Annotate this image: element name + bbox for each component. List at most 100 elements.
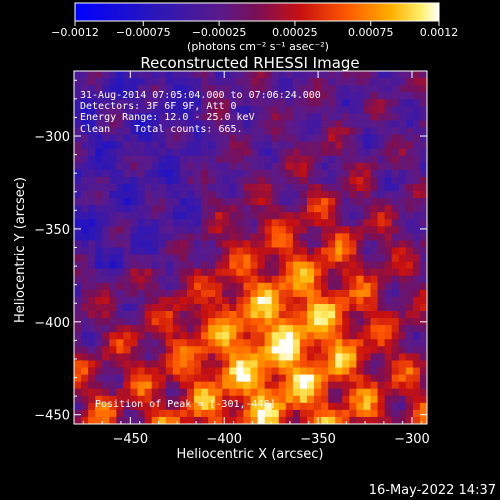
- heatmap-cell: [165, 311, 174, 319]
- heatmap-cell: [328, 282, 336, 291]
- heatmap-cell: [229, 325, 237, 333]
- heatmap-cell: [95, 402, 103, 411]
- heatmap-cell: [398, 183, 407, 192]
- heatmap-cell: [158, 78, 167, 86]
- heatmap-cell: [194, 282, 202, 291]
- heatmap-cell: [236, 275, 245, 284]
- heatmap-cell: [194, 120, 202, 129]
- heatmap-cell: [158, 191, 167, 199]
- heatmap-cell: [116, 148, 125, 157]
- heatmap-cell: [81, 233, 89, 242]
- heatmap-cell: [314, 282, 322, 291]
- heatmap-cell: [102, 367, 110, 376]
- heatmap-cell: [109, 169, 117, 178]
- heatmap-cell: [81, 388, 89, 397]
- heatmap-cell: [229, 395, 237, 404]
- heatmap-cell: [271, 353, 280, 362]
- heatmap-cell: [377, 416, 386, 424]
- heatmap-cell: [165, 303, 174, 312]
- heatmap-cell: [151, 198, 160, 206]
- heatmap-cell: [165, 162, 174, 171]
- heatmap-cell: [306, 219, 315, 227]
- heatmap-cell: [109, 240, 117, 249]
- heatmap-cell: [165, 169, 174, 178]
- heatmap-cell: [264, 303, 273, 312]
- heatmap-cell: [391, 254, 400, 263]
- heatmap-cell: [201, 120, 209, 129]
- heatmap-cell: [123, 247, 132, 256]
- heatmap-cell: [391, 134, 400, 143]
- heatmap-cell: [342, 212, 350, 220]
- heatmap-cell: [412, 339, 421, 347]
- heatmap-cell: [158, 113, 167, 122]
- heatmap-cell: [335, 268, 343, 277]
- heatmap-cell: [172, 395, 181, 404]
- heatmap-cell: [74, 339, 82, 347]
- heatmap-cell: [377, 113, 386, 122]
- heatmap-cell: [250, 409, 259, 418]
- heatmap-cell: [419, 346, 427, 354]
- heatmap-cell: [335, 282, 343, 291]
- heatmap-cell: [250, 113, 259, 122]
- heatmap-cell: [264, 346, 273, 354]
- heatmap-cell: [328, 289, 336, 298]
- heatmap-cell: [384, 148, 393, 157]
- heatmap-cell: [109, 268, 117, 277]
- heatmap-cell: [179, 148, 188, 157]
- heatmap-cell: [342, 367, 350, 376]
- heatmap-cell: [229, 85, 237, 93]
- heatmap-cell: [243, 254, 252, 263]
- heatmap-cell: [299, 367, 308, 376]
- heatmap-cell: [292, 311, 301, 319]
- heatmap-cell: [116, 353, 125, 362]
- heatmap-cell: [95, 71, 103, 79]
- heatmap-cell: [151, 289, 160, 298]
- heatmap-cell: [95, 226, 103, 234]
- heatmap-cell: [172, 261, 181, 270]
- heatmap-cell: [384, 416, 393, 424]
- heatmap-cell: [215, 247, 223, 256]
- heatmap-cell: [130, 155, 139, 164]
- heatmap-cell: [186, 106, 195, 114]
- heatmap-cell: [264, 409, 273, 418]
- heatmap-cell: [306, 318, 315, 326]
- heatmap-cell: [264, 388, 273, 397]
- heatmap-cell: [349, 155, 357, 164]
- heatmap-cell: [405, 85, 414, 93]
- heatmap-cell: [328, 92, 336, 100]
- heatmap-cell: [179, 409, 188, 418]
- heatmap-cell: [405, 162, 414, 171]
- heatmap-cell: [215, 226, 223, 234]
- heatmap-cell: [222, 303, 230, 312]
- heatmap-cell: [328, 141, 336, 150]
- heatmap-cell: [405, 374, 414, 383]
- heatmap-cell: [179, 191, 188, 199]
- heatmap-cell: [285, 296, 294, 305]
- heatmap-cell: [412, 99, 421, 107]
- heatmap-cell: [349, 71, 357, 79]
- heatmap-cell: [321, 409, 329, 418]
- heatmap-cell: [356, 176, 365, 185]
- heatmap-cell: [229, 233, 237, 242]
- heatmap-cell: [137, 261, 146, 270]
- heatmap-cell: [328, 183, 336, 192]
- heatmap-cell: [377, 120, 386, 129]
- heatmap-cell: [194, 339, 202, 347]
- heatmap-cell: [335, 409, 343, 418]
- heatmap-cell: [363, 303, 372, 312]
- heatmap-cell: [292, 254, 301, 263]
- heatmap-cell: [151, 120, 160, 129]
- heatmap-cell: [81, 78, 89, 86]
- heatmap-cell: [306, 183, 315, 192]
- heatmap-cell: [278, 332, 287, 340]
- heatmap-cell: [116, 303, 125, 312]
- heatmap-cell: [186, 162, 195, 171]
- heatmap-cell: [102, 282, 110, 291]
- heatmap-cell: [137, 120, 146, 129]
- heatmap-cell: [243, 381, 252, 390]
- heatmap-cell: [335, 176, 343, 185]
- heatmap-cell: [243, 261, 252, 270]
- heatmap-cell: [264, 205, 273, 213]
- heatmap-cell: [363, 169, 372, 178]
- heatmap-cell: [321, 247, 329, 256]
